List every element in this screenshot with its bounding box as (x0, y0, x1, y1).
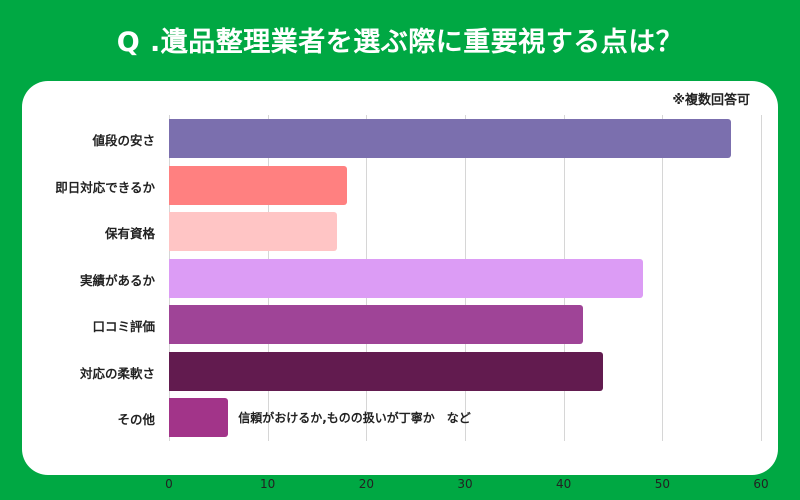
chart-card: ※複数回答可 0 10 20 30 40 50 60 値段の安さ即日対応できるか保有資格実績が… (22, 81, 778, 491)
category-label: 即日対応できるか (55, 179, 155, 195)
category-label: その他 (117, 412, 155, 427)
multiple-answers-note: ※複数回答可 (672, 93, 750, 108)
x-tick-label: 40 (556, 477, 572, 491)
category-label: 口コミ評価 (92, 319, 155, 334)
x-tick-label: 10 (260, 477, 276, 491)
gridline (761, 115, 762, 441)
gridline (662, 115, 664, 441)
x-tick-label: 30 (457, 477, 473, 491)
bar (169, 258, 643, 298)
bar (169, 305, 584, 344)
category-label: 実績があるか (79, 272, 155, 288)
x-tick-label: 20 (358, 477, 374, 491)
bar (169, 351, 604, 391)
bar (169, 398, 229, 437)
category-label: 保有資格 (104, 226, 155, 241)
category-label: 対応の柔軟さ (79, 365, 155, 381)
x-tick-label: 50 (654, 477, 670, 491)
plot-area: 0 10 20 30 40 50 60 値段の安さ即日対応できるか保有資格実績があるか口コミ評… (55, 115, 769, 491)
other-annotation: 信頼がおけるか,ものの扱いが丁寧か など (238, 411, 471, 425)
category-label: 値段の安さ (92, 133, 155, 148)
bar (169, 212, 337, 251)
x-tick-label: 60 (753, 477, 769, 491)
chart-title: Q .遺品整理業者を選ぶ際に重要視する点は？ (116, 27, 684, 58)
x-tick-label: 0 (165, 477, 173, 491)
bar (169, 165, 347, 205)
bar (169, 119, 732, 158)
